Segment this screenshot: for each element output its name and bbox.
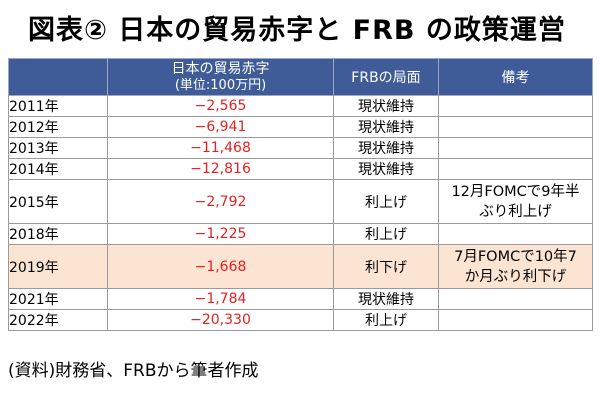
note-cell	[438, 137, 593, 159]
deficit-cell: −12,816	[107, 158, 334, 180]
header-deficit-unit: (単位:100万円)	[174, 78, 267, 93]
note-line: 7月FOMCで10年7	[454, 248, 577, 265]
note-line: か月ぶり利下げ	[464, 268, 567, 285]
note-line: ぶり利上げ	[479, 203, 552, 220]
table-row: 2012年 −6,941 現状維持	[8, 116, 593, 138]
header-year	[8, 58, 108, 96]
year-cell: 2012年	[8, 116, 108, 138]
table-row: 2014年 −12,816 現状維持	[8, 158, 593, 180]
frb-phase-cell: 現状維持	[333, 116, 439, 138]
frb-phase-cell: 現状維持	[333, 288, 439, 310]
note-cell: 12月FOMCで9年半 ぶり利上げ	[438, 179, 593, 224]
table-row: 2011年 −2,565 現状維持	[8, 95, 593, 117]
year-cell: 2013年	[8, 137, 108, 159]
frb-phase-cell: 現状維持	[333, 158, 439, 180]
deficit-cell: −20,330	[107, 309, 334, 331]
deficit-cell: −1,784	[107, 288, 334, 310]
frb-phase-cell: 現状維持	[333, 137, 439, 159]
deficit-cell: −1,668	[107, 244, 334, 289]
frb-phase-cell: 現状維持	[333, 95, 439, 117]
note-line: 12月FOMCで9年半	[451, 183, 580, 200]
year-cell: 2021年	[8, 288, 108, 310]
table-row: 2021年 −1,784 現状維持	[8, 288, 593, 310]
deficit-cell: −1,225	[107, 223, 334, 245]
year-cell: 2019年	[8, 244, 108, 289]
source-note: (資料)財務省、FRBから筆者作成	[8, 361, 259, 381]
year-cell: 2011年	[8, 95, 108, 117]
deficit-cell: −11,468	[107, 137, 334, 159]
header-frb-phase: FRBの局面	[333, 58, 439, 96]
year-cell: 2022年	[8, 309, 108, 331]
table-row: 2015年 −2,792 利上げ 12月FOMCで9年半 ぶり利上げ	[8, 179, 593, 224]
frb-phase-cell: 利上げ	[333, 309, 439, 331]
page-title: 図表② 日本の貿易赤字と FRB の政策運営	[28, 15, 566, 46]
table-header-row: 日本の貿易赤字 (単位:100万円) FRBの局面 備考	[8, 58, 593, 96]
deficit-cell: −2,792	[107, 179, 334, 224]
frb-phase-cell: 利上げ	[333, 223, 439, 245]
deficit-cell: −6,941	[107, 116, 334, 138]
note-cell	[438, 95, 593, 117]
frb-phase-cell: 利下げ	[333, 244, 439, 289]
note-cell: 7月FOMCで10年7 か月ぶり利下げ	[438, 244, 593, 289]
table-row: 2022年 −20,330 利上げ	[8, 309, 593, 331]
header-deficit-title: 日本の貿易赤字	[171, 61, 270, 77]
note-cell	[438, 116, 593, 138]
year-cell: 2018年	[8, 223, 108, 245]
table-row: 2013年 −11,468 現状維持	[8, 137, 593, 159]
header-note: 備考	[438, 58, 593, 96]
deficit-cell: −2,565	[107, 95, 334, 117]
year-cell: 2014年	[8, 158, 108, 180]
note-cell	[438, 158, 593, 180]
trade-deficit-table: 日本の貿易赤字 (単位:100万円) FRBの局面 備考 2011年 −2,56…	[8, 58, 593, 331]
table-row: 2018年 −1,225 利上げ	[8, 223, 593, 245]
table-row-highlighted: 2019年 −1,668 利下げ 7月FOMCで10年7 か月ぶり利下げ	[8, 244, 593, 289]
header-deficit: 日本の貿易赤字 (単位:100万円)	[107, 58, 334, 96]
year-cell: 2015年	[8, 179, 108, 224]
note-cell	[438, 309, 593, 331]
note-cell	[438, 288, 593, 310]
note-cell	[438, 223, 593, 245]
frb-phase-cell: 利上げ	[333, 179, 439, 224]
